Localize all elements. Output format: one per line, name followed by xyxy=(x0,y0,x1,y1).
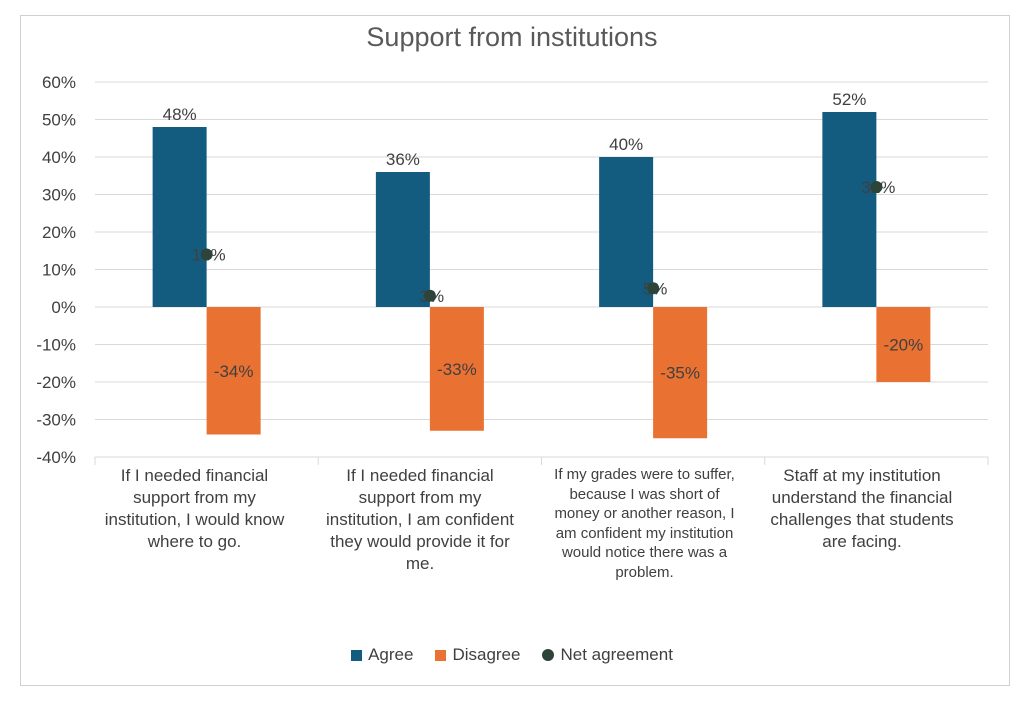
chart-title: Support from institutions xyxy=(366,22,658,52)
legend-swatch-net-agreement xyxy=(542,649,555,661)
point-net-agreement xyxy=(200,248,213,261)
bar-disagree xyxy=(876,307,931,382)
bar-disagree xyxy=(429,307,484,431)
legend-label-net-agreement: Net agreement xyxy=(560,645,673,664)
data-label-disagree: -34% xyxy=(214,362,254,381)
legend-swatch-disagree xyxy=(435,649,447,661)
bar-agree xyxy=(375,172,430,307)
y-tick-label: -40% xyxy=(36,448,76,467)
y-tick-label: 40% xyxy=(42,148,76,167)
data-label-agree: 48% xyxy=(163,105,197,124)
data-label-agree: 52% xyxy=(832,90,866,109)
legend-item-agree: Agree xyxy=(351,645,413,665)
data-label-disagree: -35% xyxy=(660,364,700,383)
legend-swatch-agree xyxy=(351,649,363,661)
bar-agree xyxy=(822,112,877,307)
y-tick-label: 0% xyxy=(51,298,76,317)
legend-label-agree: Agree xyxy=(368,645,414,664)
y-tick-label: -30% xyxy=(36,411,76,430)
data-label-disagree: -33% xyxy=(437,360,477,379)
point-net-agreement xyxy=(647,282,660,295)
data-label-disagree: -20% xyxy=(884,336,924,355)
legend: Agree Disagree Net agreement xyxy=(0,645,1024,665)
legend-item-disagree: Disagree xyxy=(435,645,520,665)
point-net-agreement xyxy=(423,289,436,302)
y-tick-label: 50% xyxy=(42,111,76,130)
x-category-label: If my grades were to suffer, because I w… xyxy=(554,466,735,581)
data-label-agree: 36% xyxy=(386,150,420,169)
bar-disagree xyxy=(653,307,708,439)
legend-item-net-agreement: Net agreement xyxy=(542,645,673,665)
legend-label-disagree: Disagree xyxy=(452,645,521,664)
y-tick-label: 20% xyxy=(42,223,76,242)
x-category-label: Staff at my institution understand the f… xyxy=(770,466,954,552)
x-category-label: If I needed financial support from my in… xyxy=(104,466,285,552)
y-tick-label: 60% xyxy=(42,73,76,92)
x-category-label: If I needed financial support from my in… xyxy=(325,466,515,574)
data-label-agree: 40% xyxy=(609,135,643,154)
y-tick-label: 10% xyxy=(42,261,76,280)
y-tick-label: 30% xyxy=(42,186,76,205)
y-tick-label: -20% xyxy=(36,373,76,392)
bar-agree xyxy=(599,157,654,307)
point-net-agreement xyxy=(870,181,883,193)
y-tick-label: -10% xyxy=(36,336,76,355)
bar-disagree xyxy=(206,307,261,435)
bar-agree xyxy=(152,127,207,307)
